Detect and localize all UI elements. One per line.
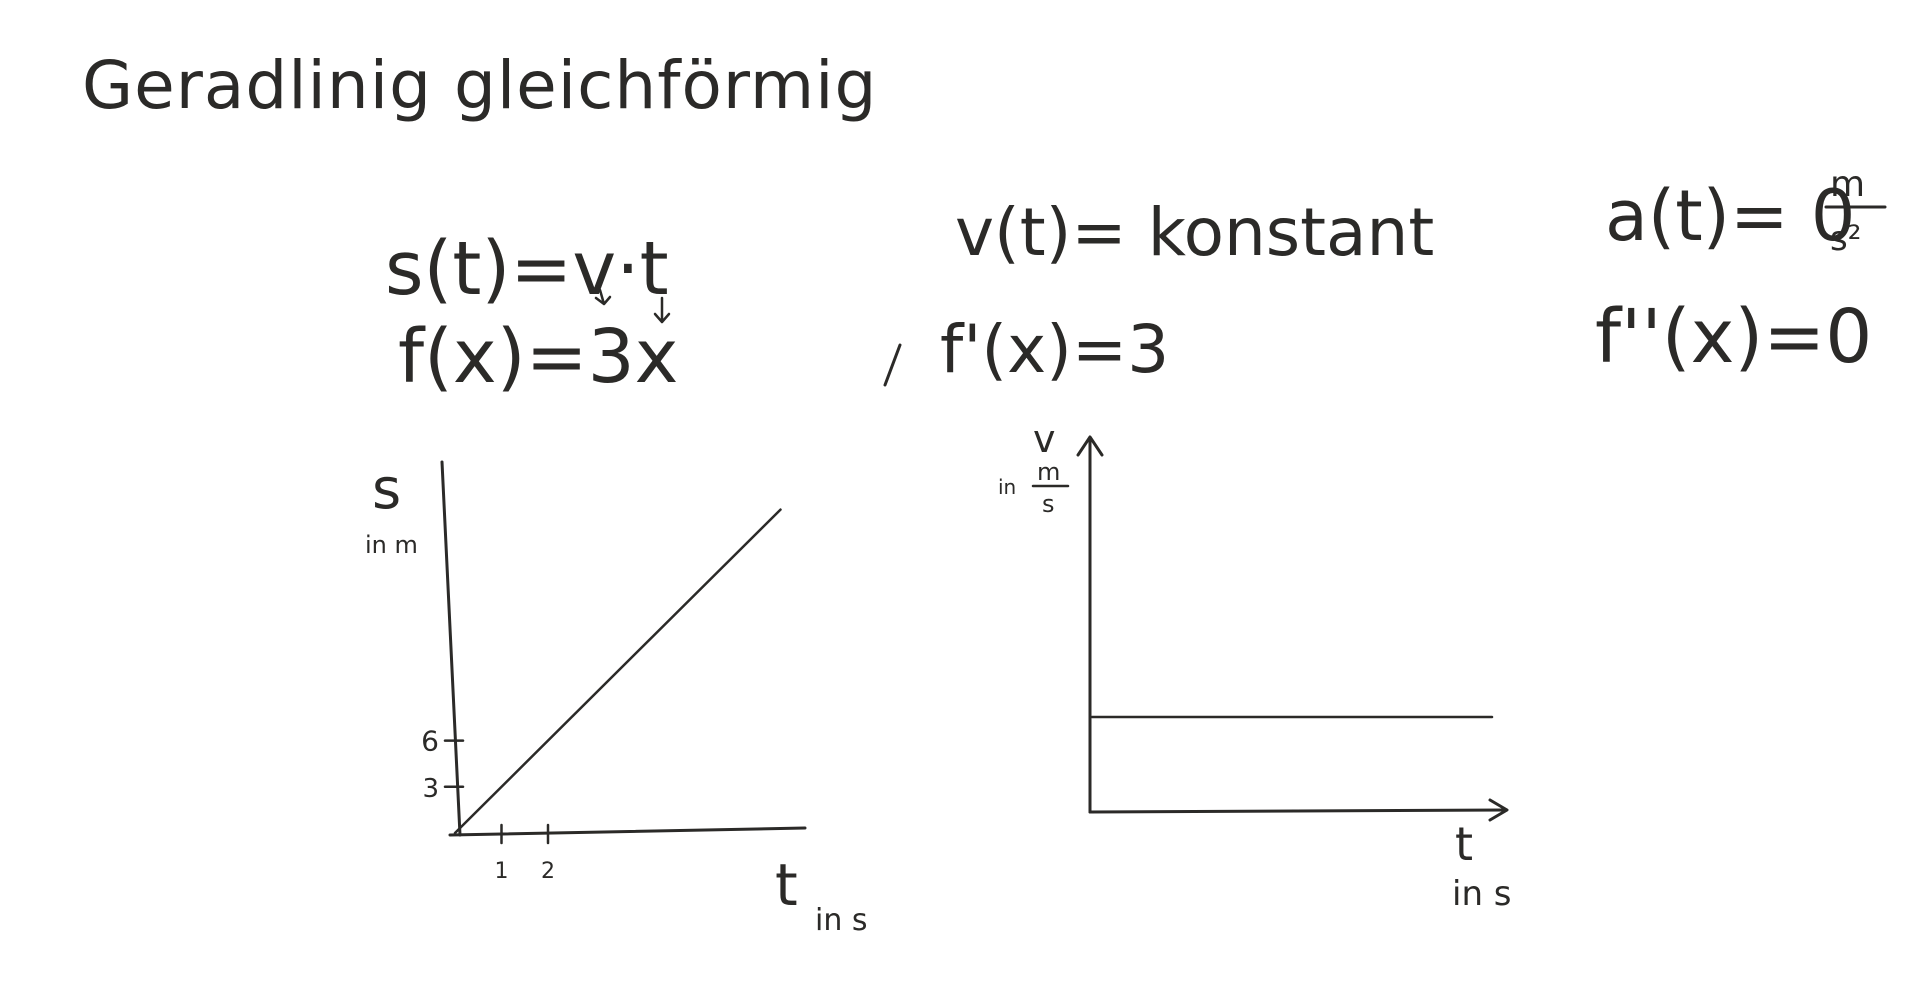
chart1-series-line bbox=[453, 508, 782, 835]
position-time-chart: s in m t in s 1 2 3 6 bbox=[365, 457, 868, 938]
acceleration-function: f''(x)=0 bbox=[1595, 294, 1872, 380]
chart1-xlabel-unit: in s bbox=[815, 903, 868, 938]
separator-stroke bbox=[883, 343, 902, 387]
velocity-time-chart: v in m s t in s bbox=[998, 417, 1512, 914]
chart2-ylabel-unit-denominator: s bbox=[1042, 490, 1055, 518]
chart2-x-axis bbox=[1088, 808, 1507, 814]
acceleration-formula: a(t)= 0 bbox=[1605, 175, 1855, 257]
annotation-arrow-v bbox=[594, 288, 612, 306]
chart1-ylabel-unit: in m bbox=[365, 531, 418, 559]
position-function: f(x)=3x bbox=[398, 314, 678, 400]
chart1-ylabel: s bbox=[372, 457, 401, 522]
chart1-ticks bbox=[443, 739, 550, 845]
chart1-x-tick-label-1: 1 bbox=[495, 859, 509, 884]
chart1-y-tick-label-6: 6 bbox=[421, 725, 439, 758]
page-title: Geradlinig gleichförmig bbox=[82, 47, 877, 124]
chart2-ylabel: v bbox=[1033, 417, 1056, 461]
chart1-xlabel: t bbox=[775, 851, 798, 919]
chart2-ylabel-unit-numerator: m bbox=[1037, 458, 1060, 486]
chart1-y-tick-label-3: 3 bbox=[422, 774, 439, 804]
chart1-x-tick-label-2: 2 bbox=[541, 859, 555, 884]
chart2-xlabel-unit: in s bbox=[1452, 874, 1512, 914]
velocity-formula: v(t)= konstant bbox=[955, 194, 1434, 271]
annotation-arrow-t bbox=[653, 296, 671, 324]
chart1-x-axis bbox=[448, 826, 807, 837]
chart2-y-axis-arrowhead bbox=[1076, 435, 1104, 457]
velocity-function: f'(x)=3 bbox=[940, 311, 1169, 388]
chart2-x-axis-arrowhead bbox=[1488, 798, 1509, 822]
chart1-y-axis bbox=[440, 460, 462, 837]
acceleration-unit-numerator: m bbox=[1830, 164, 1865, 205]
acceleration-unit-denominator: s² bbox=[1830, 219, 1861, 259]
chart2-xlabel: t bbox=[1455, 817, 1473, 871]
chart2-ylabel-unit-prefix: in bbox=[998, 475, 1016, 499]
position-formula: s(t)=v·t bbox=[385, 226, 669, 312]
